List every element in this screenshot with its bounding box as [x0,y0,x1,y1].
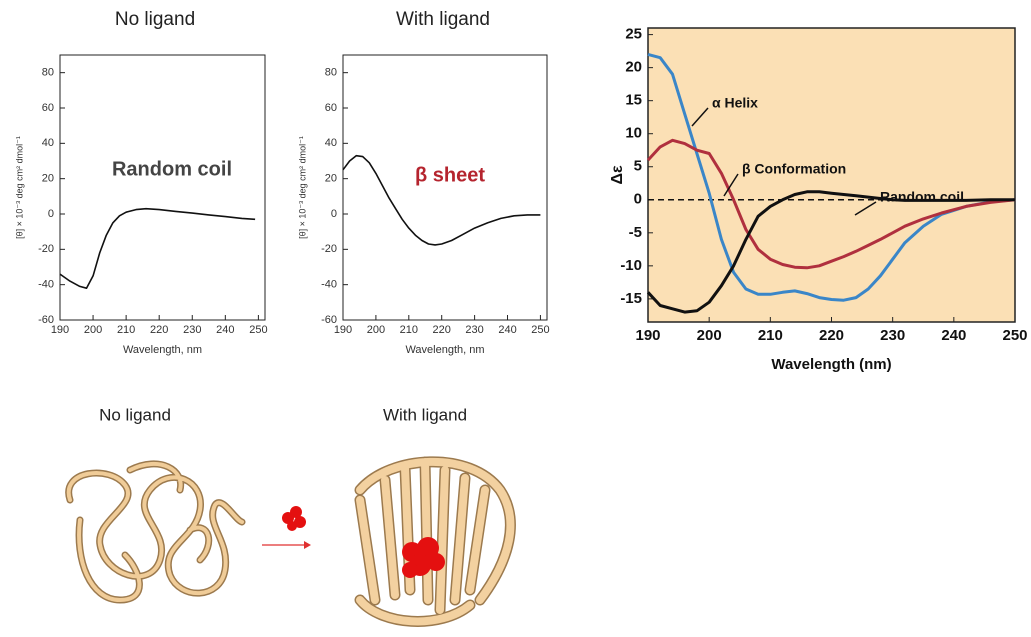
y-tick-label: 60 [325,102,337,114]
y-tick-label: 20 [42,173,54,185]
x-axis-label: Wavelength (nm) [771,356,891,373]
y-tick-label: 20 [625,59,642,76]
label-leader [691,107,709,127]
x-tick-label: 190 [51,324,69,336]
ligand-bound [402,537,445,578]
x-tick-label: 230 [880,327,905,344]
y-tick-label: -20 [321,243,337,255]
x-tick-label: 240 [498,324,516,336]
x-tick-label: 210 [400,324,418,336]
x-tick-label: 190 [334,324,352,336]
series-label: β Conformation [742,161,846,177]
y-tick-label: 0 [634,191,642,208]
y-tick-label: 5 [634,158,642,175]
y-tick-label: -15 [620,290,642,307]
x-tick-label: 240 [216,324,234,336]
x-tick-label: 220 [819,327,844,344]
y-tick-label: 40 [42,137,54,149]
y-tick-label: -20 [38,243,54,255]
y-tick-label: 80 [42,67,54,79]
annotation: β sheet [415,164,485,186]
y-tick-label: 60 [42,102,54,114]
y-tick-label: -10 [620,257,642,274]
x-axis-label: Wavelength, nm [405,344,484,356]
y-tick-label: -40 [321,279,337,291]
x-tick-label: 200 [367,324,385,336]
y-tick-label: -40 [38,279,54,291]
y-axis-label: Δε [609,165,626,185]
series-line [646,190,1015,314]
y-tick-label: -60 [321,314,337,326]
x-tick-label: 250 [1002,327,1027,344]
y-tick-label: 25 [625,26,642,43]
y-tick-label: 10 [625,125,642,142]
x-axis-label: Wavelength, nm [123,344,202,356]
y-tick-label: -60 [38,314,54,326]
x-tick-label: 220 [150,324,168,336]
ligand-small [282,506,306,531]
chart-title: No ligand [115,9,195,30]
arrow [262,541,311,549]
x-tick-label: 230 [465,324,483,336]
x-tick-label: 220 [433,324,451,336]
y-tick-label: 40 [325,137,337,149]
x-tick-label: 190 [635,327,660,344]
y-axis-label: [θ] × 10⁻³ deg cm² dmol⁻¹ [297,136,307,239]
x-tick-label: 210 [758,327,783,344]
annotation: Random coil [112,158,232,180]
label-leader [854,201,877,216]
unfolded-protein [65,460,246,604]
series-label: Random coil [880,189,964,205]
x-tick-label: 210 [117,324,135,336]
folded-protein [354,456,516,627]
y-tick-label: 0 [48,208,54,220]
series-label: α Helix [712,95,758,111]
series-line [646,138,1016,270]
series-line [647,52,1016,302]
x-tick-label: 250 [249,324,267,336]
y-tick-label: 0 [331,208,337,220]
y-axis-label: [θ] × 10⁻³ deg cm² dmol⁻¹ [14,136,24,239]
x-tick-label: 250 [531,324,549,336]
y-tick-label: 15 [625,92,642,109]
y-tick-label: -5 [629,224,642,241]
x-tick-label: 230 [183,324,201,336]
right-label: With ligand [383,405,467,424]
plot-area [59,54,266,321]
chart-title: With ligand [396,9,490,30]
curve [59,207,256,289]
y-tick-label: 20 [325,173,337,185]
plot-area [342,54,548,321]
y-tick-label: 80 [325,67,337,79]
label-leader [723,173,739,197]
x-tick-label: 200 [697,327,722,344]
x-tick-label: 240 [941,327,966,344]
left-label: No ligand [99,405,171,424]
curve [342,154,541,246]
x-tick-label: 200 [84,324,102,336]
